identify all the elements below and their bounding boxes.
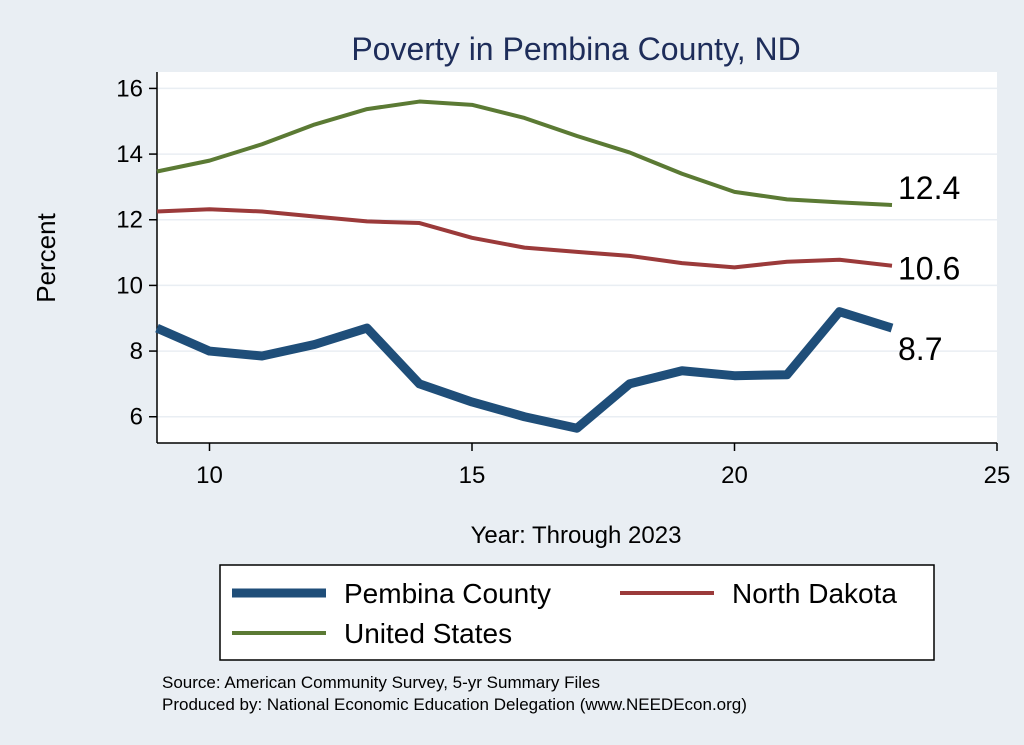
chart-title: Poverty in Pembina County, ND (351, 31, 800, 67)
legend-box (219, 564, 935, 661)
end-labels: 8.7 10.6 12.4 (898, 170, 960, 367)
legend: Pembina County North Dakota United State… (219, 564, 935, 661)
legend-label-north-dakota: North Dakota (732, 578, 897, 609)
legend-label-united-states: United States (344, 618, 512, 649)
y-tick-label: 12 (116, 207, 143, 234)
x-tick-label: 10 (196, 462, 223, 489)
series-line-0 (155, 307, 894, 433)
source-note: Source: American Community Survey, 5-yr … (162, 673, 600, 692)
series-line-1 (156, 207, 893, 270)
end-label-1: 10.6 (898, 251, 960, 287)
y-tick-label: 8 (130, 338, 143, 365)
x-tick-label: 20 (721, 462, 748, 489)
end-label-0: 8.7 (898, 331, 942, 367)
axes: 6 8 10 12 14 16 10 15 20 25 (116, 72, 1010, 489)
x-axis-label: Year: Through 2023 (471, 522, 682, 549)
y-tick-label: 6 (130, 404, 143, 431)
x-tick-label: 15 (459, 462, 486, 489)
data-series (155, 99, 894, 433)
y-axis-label: Percent (31, 212, 61, 302)
y-tick-label: 14 (116, 141, 143, 168)
legend-label-pembina: Pembina County (344, 578, 551, 609)
y-tick-label: 16 (116, 75, 143, 102)
produced-by-note: Produced by: National Economic Education… (162, 695, 747, 714)
end-label-2: 12.4 (898, 170, 960, 206)
y-tick-label: 10 (116, 272, 143, 299)
series-line-2 (156, 99, 893, 207)
x-tick-label: 25 (984, 462, 1011, 489)
plot-area (157, 72, 997, 443)
